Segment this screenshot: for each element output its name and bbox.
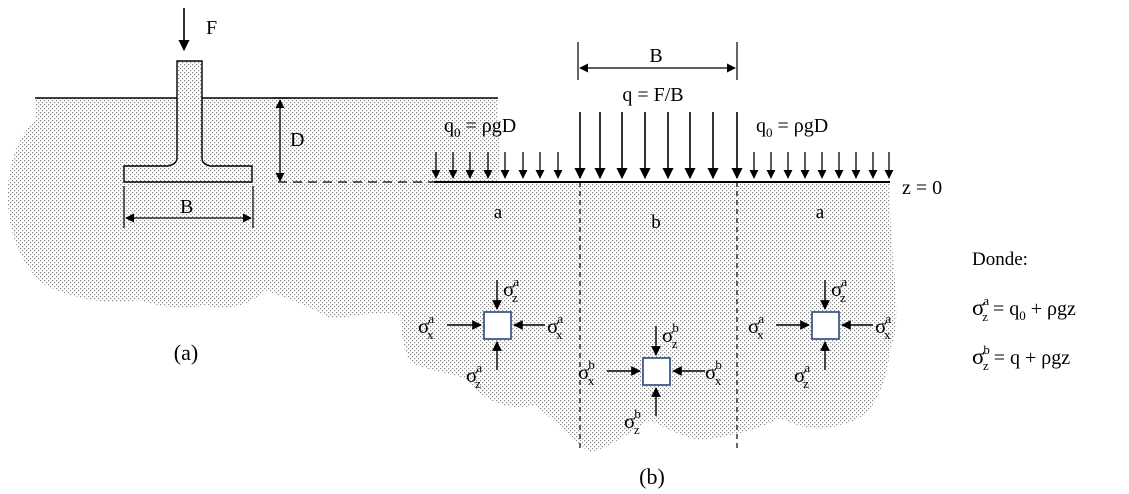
- caption-b: (b): [639, 464, 665, 489]
- svg-text:σaz: σa z: [794, 360, 810, 391]
- legend-eq-a: σa z = q0 + ρgz: [972, 293, 1076, 324]
- svg-text:σaz: σa z: [831, 274, 847, 305]
- region-label-center: b: [651, 212, 661, 233]
- legend-eq-b: σb z = q + ρgz: [972, 342, 1070, 373]
- svg-text:σax: σa x: [875, 311, 891, 342]
- side-load-left-label: q0 = ρgD: [444, 115, 516, 140]
- panel-b: z = 0 B q = F/B q0 = ρgD: [400, 42, 942, 489]
- side-load-right-label: q0 = ρgD: [756, 115, 828, 140]
- stress-element-left: σa z σa x σa x σa z: [418, 274, 563, 391]
- soil-element: [483, 311, 512, 340]
- width-label-a: B: [180, 196, 193, 218]
- region-label-left: a: [494, 202, 503, 223]
- footing: [123, 60, 253, 183]
- svg-text:σax: σa x: [418, 311, 434, 342]
- force-label: F: [206, 17, 217, 39]
- side-load-left-arrows: [431, 152, 563, 179]
- svg-text:σbz: σb z: [662, 320, 679, 351]
- svg-text:σbz: σb z: [624, 406, 641, 437]
- stress-element-right: σa z σa x σa x σa z: [748, 274, 891, 391]
- panel-a: F D B (a): [7, 8, 500, 365]
- side-load-right-arrows: [749, 152, 894, 179]
- central-load-arrows: [574, 112, 743, 180]
- svg-text:σax: σa x: [547, 311, 563, 342]
- soil-element: [811, 311, 840, 340]
- legend-title: Donde:: [972, 249, 1028, 270]
- central-load-label: q = F/B: [622, 84, 683, 106]
- svg-text:σaz: σa z: [466, 360, 482, 391]
- soil-mass-b: [400, 182, 897, 452]
- surface-label: z = 0: [902, 177, 942, 199]
- svg-text:σax: σa x: [748, 311, 764, 342]
- stress-element-center: σb z σb x σb x σb z: [578, 320, 722, 437]
- svg-text:σbx: σb x: [578, 357, 595, 388]
- width-label-b: B: [649, 45, 662, 67]
- soil-element: [642, 357, 671, 386]
- caption-a: (a): [174, 340, 198, 365]
- svg-text:σbx: σb x: [705, 357, 722, 388]
- depth-label: D: [290, 129, 304, 151]
- legend: Donde: σa z = q0 + ρgz σb z = q + ρgz: [972, 249, 1076, 373]
- svg-text:σaz: σa z: [503, 274, 519, 305]
- region-label-right: a: [816, 202, 825, 223]
